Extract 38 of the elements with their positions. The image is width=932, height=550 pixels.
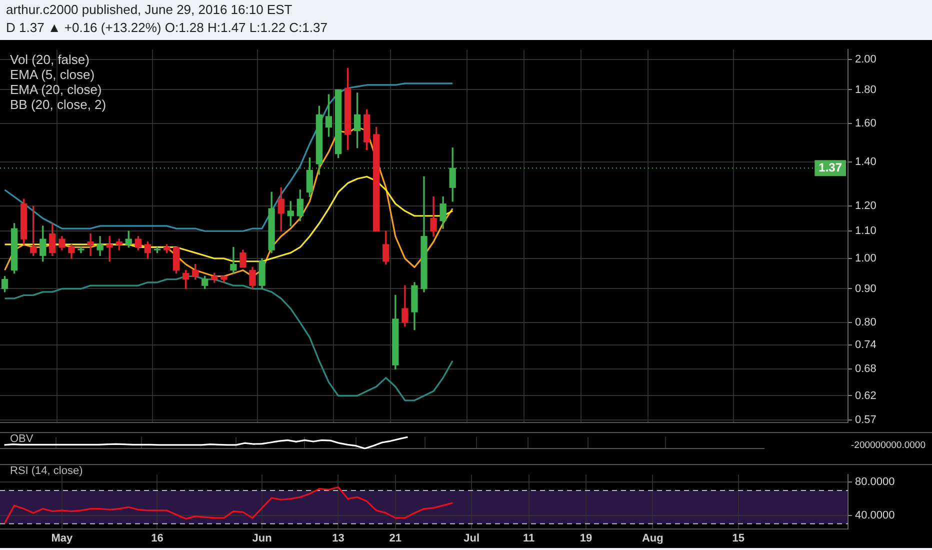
annotation: Vol (20, false): [10, 52, 90, 67]
x-tick-label: 19: [580, 532, 592, 544]
y-tick-label: 1.20: [855, 200, 876, 212]
y-tick-label: 2.00: [855, 54, 876, 66]
y-tick-label: 0.57: [855, 414, 876, 426]
candlestick: [87, 233, 94, 256]
ref-line-label: 1.37: [818, 160, 842, 174]
x-tick-label: 21: [389, 532, 402, 544]
y-tick-label: 1.80: [855, 84, 876, 96]
x-tick-label: 11: [522, 532, 535, 544]
candlestick: [230, 246, 237, 274]
y-tick-label: 1.10: [855, 225, 876, 238]
annotation: EMA (5, close): [10, 67, 96, 82]
x-tick-label: 13: [332, 532, 344, 544]
chart-title: RSI (14, close): [10, 465, 83, 477]
candlestick: [106, 236, 113, 262]
annotation: EMA (20, close): [10, 82, 103, 97]
y-tick-label: 0.68: [855, 363, 876, 376]
y-tick-label: 0.80: [855, 316, 876, 329]
y-tick-label: 1.40: [855, 156, 876, 168]
x-tick-label: 16: [151, 532, 164, 544]
x-tick-label: Jul: [464, 532, 480, 544]
x-tick-label: 15: [732, 532, 745, 544]
y-tick-label: 0.62: [855, 390, 876, 402]
text: -200000000.0000: [851, 440, 926, 451]
chart-subtitle: D 1.37 ▲ +0.16 (+13.22%) O:1.28 H:1.47 L:1.22 C:1.37: [6, 20, 328, 37]
y-tick-label: 0.90: [855, 282, 876, 295]
x-tick-label: May: [51, 532, 74, 544]
y-tick-label: 80.0000: [855, 476, 895, 488]
chart-title: arthur.c2000 published, June 29, 2016 16:10 EST: [6, 2, 294, 19]
x-tick-label: Jun: [252, 532, 272, 544]
annotation: BB (20, close, 2): [10, 97, 106, 112]
y-tick-label: 40.0000: [855, 509, 895, 522]
y-tick-label: 0.74: [855, 338, 876, 351]
chart-title: OBV: [10, 433, 34, 445]
y-tick-label: 1.60: [855, 118, 876, 130]
y-tick-label: 1.00: [855, 252, 876, 265]
x-tick-label: Aug: [642, 532, 664, 544]
